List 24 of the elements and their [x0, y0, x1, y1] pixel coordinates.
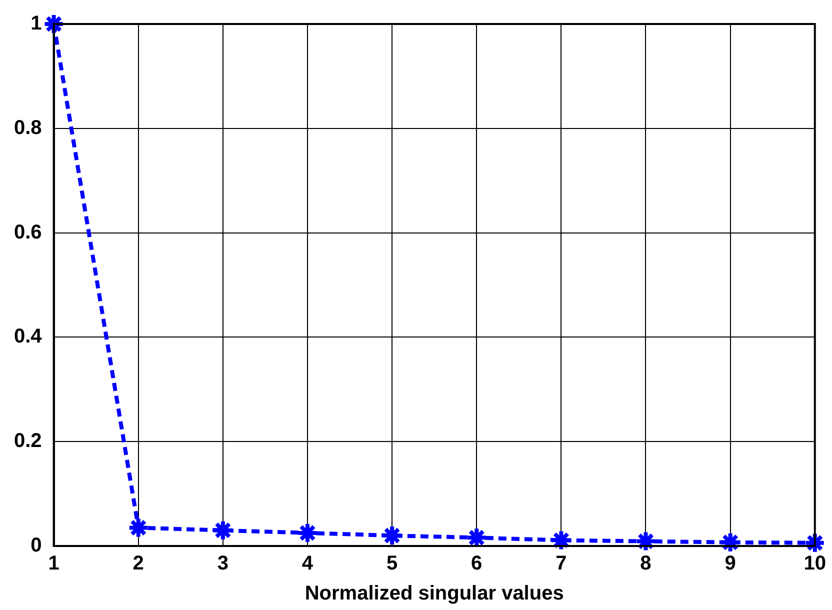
x-tick-label: 1 [48, 552, 60, 575]
x-axis-title: Normalized singular values [304, 582, 564, 605]
point [212, 519, 234, 542]
y-tick-label: 0.2 [14, 430, 42, 452]
x-tick-label: 3 [217, 552, 228, 575]
x-tick-label: 6 [471, 552, 482, 575]
x-tick-label: 5 [386, 552, 398, 575]
x-tick-label: 7 [556, 552, 567, 575]
y-tick-label: 0.6 [14, 221, 42, 244]
y-tick-label: 0.4 [14, 326, 43, 348]
point [42, 13, 65, 35]
y-tick-label: 1 [30, 12, 42, 35]
point [127, 516, 150, 539]
x-tick-label: 4 [302, 552, 314, 575]
point [634, 530, 657, 552]
x-tick-label: 10 [804, 552, 826, 575]
x-tick-label: 9 [724, 552, 736, 575]
point [804, 532, 826, 554]
point [550, 529, 572, 552]
x-tick-label: 2 [132, 552, 144, 575]
x-tick-label: 8 [640, 552, 652, 575]
y-tick-label: 0.8 [14, 116, 42, 139]
point [719, 531, 742, 554]
y-tick-label: 0 [30, 534, 42, 557]
